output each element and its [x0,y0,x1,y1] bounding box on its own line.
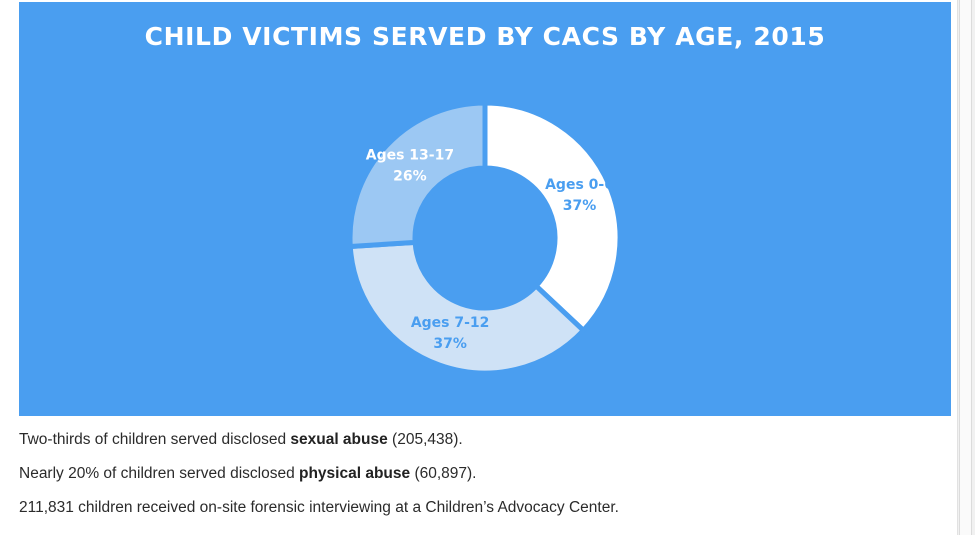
summary-text: Two-thirds of children served disclosed … [19,430,949,532]
slice-percent: 37% [433,336,467,352]
slice-label: Ages 7-12 [411,315,490,331]
donut-slice-ages-0-6 [482,100,623,334]
scrollbar-thumb[interactable] [959,0,972,535]
slice-label: Ages 13-17 [366,147,454,163]
donut-slice-ages-13-17 [347,100,488,250]
chart-panel: CHILD VICTIMS SERVED BY CACS BY AGE, 201… [19,2,951,416]
slice-percent: 37% [563,198,597,214]
donut-slice-ages-7-12 [347,239,587,376]
slice-percent: 26% [393,168,427,184]
summary-line-forensic-interviews: 211,831 children received on-site forens… [19,499,619,516]
chart-title: CHILD VICTIMS SERVED BY CACS BY AGE, 201… [144,22,826,51]
summary-line-physical-abuse: Nearly 20% of children served disclosed … [19,465,477,482]
summary-line-sexual-abuse: Two-thirds of children served disclosed … [19,431,463,448]
donut-chart: Ages 0-6 37% Ages 7-12 37% Ages 13-17 26% [347,100,623,376]
slice-label: Ages 0-6 [545,177,614,193]
scrollbar-track[interactable] [957,0,975,535]
